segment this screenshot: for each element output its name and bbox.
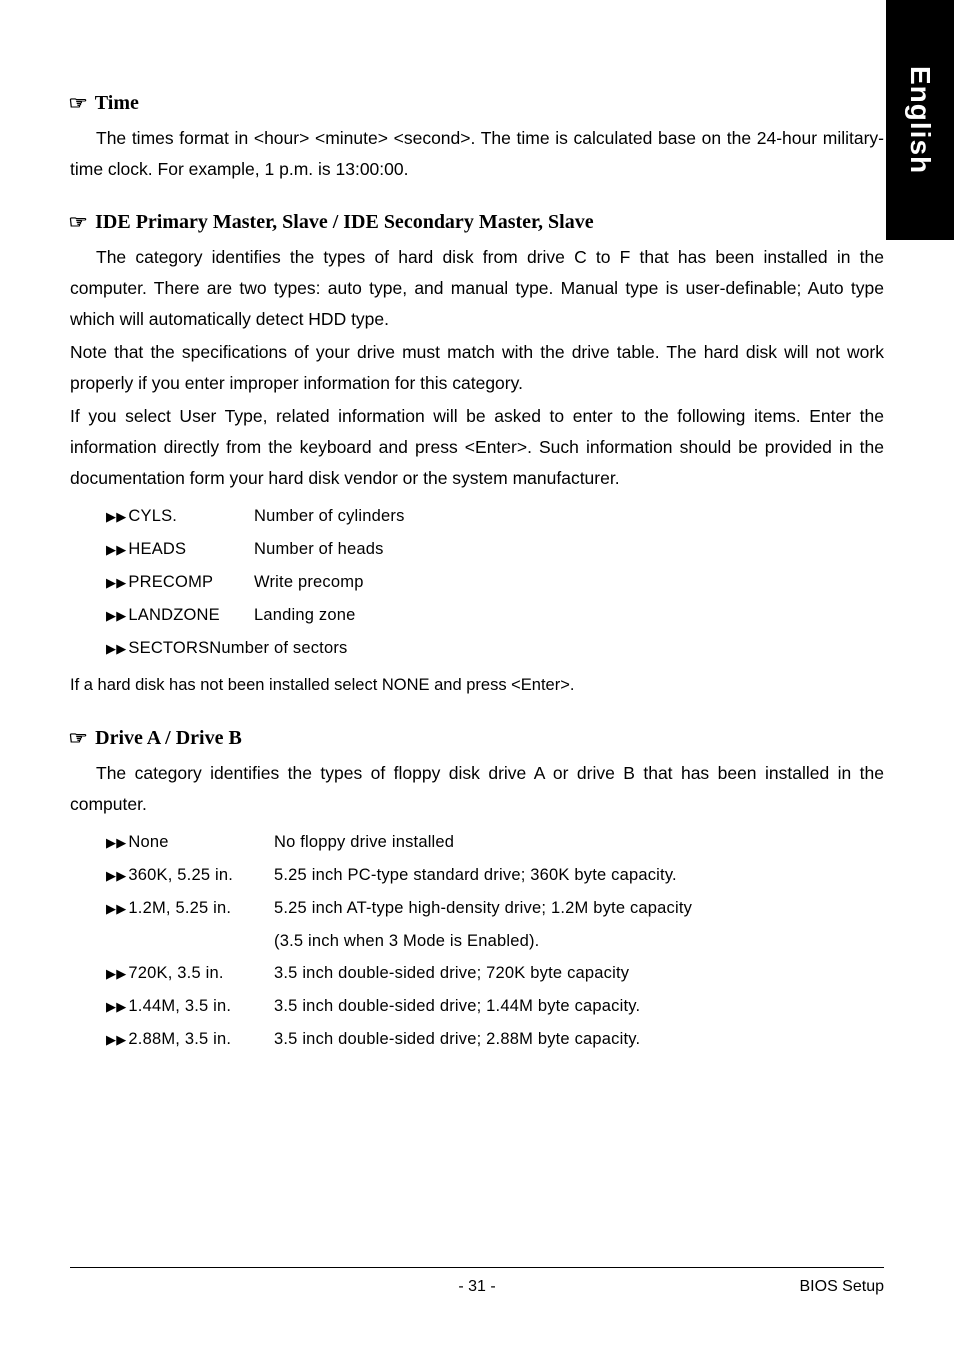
list-key: HEADS: [128, 540, 186, 558]
list-key: 2.88M, 3.5 in.: [128, 1030, 231, 1048]
arrow-icon: ▶▶: [106, 608, 126, 623]
list-item: ▶▶None No floppy drive installed: [106, 826, 884, 859]
list-value: Number of cylinders: [254, 500, 884, 533]
arrow-icon: ▶▶: [106, 641, 126, 656]
list-key: None: [128, 833, 168, 851]
ide-after-list: If a hard disk has not been installed se…: [70, 669, 884, 701]
list-item: ▶▶LANDZONE Landing zone: [106, 599, 884, 632]
list-item: (3.5 inch when 3 Mode is Enabled).: [106, 925, 884, 957]
list-key: 360K, 5.25 in.: [128, 866, 233, 884]
list-item: ▶▶HEADS Number of heads: [106, 533, 884, 566]
list-key: LANDZONE: [128, 606, 219, 624]
list-item: ▶▶PRECOMP Write precomp: [106, 566, 884, 599]
list-item: ▶▶1.2M, 5.25 in. 5.25 inch AT-type high-…: [106, 892, 884, 925]
list-value: 5.25 inch PC-type standard drive; 360K b…: [274, 859, 884, 892]
list-value: Landing zone: [254, 599, 884, 632]
list-key: 720K, 3.5 in.: [128, 964, 223, 982]
list-value: Number of heads: [254, 533, 884, 566]
list-key: 1.44M, 3.5 in.: [128, 997, 231, 1015]
list-item: ▶▶SECTORSNumber of sectors: [106, 632, 884, 665]
arrow-icon: ▶▶: [106, 835, 126, 850]
list-value: 3.5 inch double-sided drive; 2.88M byte …: [274, 1023, 884, 1056]
heading-drive-text: Drive A / Drive B: [95, 727, 242, 749]
arrow-icon: ▶▶: [106, 575, 126, 590]
list-key: PRECOMP: [128, 573, 213, 591]
list-item: ▶▶CYLS. Number of cylinders: [106, 500, 884, 533]
list-value: 3.5 inch double-sided drive; 1.44M byte …: [274, 990, 884, 1023]
list-value: 5.25 inch AT-type high-density drive; 1.…: [274, 892, 884, 925]
arrow-icon: ▶▶: [106, 542, 126, 557]
heading-time: ☞ Time: [70, 92, 884, 115]
list-key: CYLS.: [128, 507, 177, 525]
arrow-icon: ▶▶: [106, 901, 126, 916]
list-item: ▶▶1.44M, 3.5 in. 3.5 inch double-sided d…: [106, 990, 884, 1023]
arrow-icon: ▶▶: [106, 509, 126, 524]
list-value: No floppy drive installed: [274, 826, 884, 859]
ide-paragraph-2: Note that the specifications of your dri…: [70, 337, 884, 399]
heading-drive: ☞ Drive A / Drive B: [70, 727, 884, 750]
list-key: 1.2M, 5.25 in.: [128, 899, 231, 917]
list-value: Write precomp: [254, 566, 884, 599]
list-value: 3.5 inch double-sided drive; 720K byte c…: [274, 957, 884, 990]
footer: - 31 - BIOS Setup: [70, 1267, 884, 1296]
heading-ide-text: IDE Primary Master, Slave / IDE Secondar…: [95, 211, 593, 233]
pointer-icon: ☞: [68, 212, 87, 233]
page: English ☞ Time The times format in <hour…: [0, 0, 954, 1352]
list-item: ▶▶720K, 3.5 in. 3.5 inch double-sided dr…: [106, 957, 884, 990]
list-item: ▶▶360K, 5.25 in. 5.25 inch PC-type stand…: [106, 859, 884, 892]
footer-page-number: - 31 -: [70, 1278, 884, 1296]
ide-paragraph-1: The category identifies the types of har…: [70, 242, 884, 335]
side-tab-label: English: [904, 66, 936, 174]
arrow-icon: ▶▶: [106, 966, 126, 981]
time-paragraph: The times format in <hour> <minute> <sec…: [70, 123, 884, 185]
arrow-icon: ▶▶: [106, 1032, 126, 1047]
arrow-icon: ▶▶: [106, 868, 126, 883]
pointer-icon: ☞: [68, 93, 87, 114]
drive-list: ▶▶None No floppy drive installed ▶▶360K,…: [106, 826, 884, 1056]
list-value: (3.5 inch when 3 Mode is Enabled).: [274, 925, 884, 957]
heading-time-text: Time: [95, 92, 139, 114]
ide-paragraph-3: If you select User Type, related informa…: [70, 401, 884, 494]
ide-list: ▶▶CYLS. Number of cylinders ▶▶HEADS Numb…: [106, 500, 884, 665]
footer-divider: [70, 1267, 884, 1268]
side-tab: English: [886, 0, 954, 240]
list-item: ▶▶2.88M, 3.5 in. 3.5 inch double-sided d…: [106, 1023, 884, 1056]
heading-ide: ☞ IDE Primary Master, Slave / IDE Second…: [70, 211, 884, 234]
pointer-icon: ☞: [68, 728, 87, 749]
drive-paragraph: The category identifies the types of flo…: [70, 758, 884, 820]
arrow-icon: ▶▶: [106, 999, 126, 1014]
list-key: SECTORSNumber of sectors: [128, 639, 347, 657]
